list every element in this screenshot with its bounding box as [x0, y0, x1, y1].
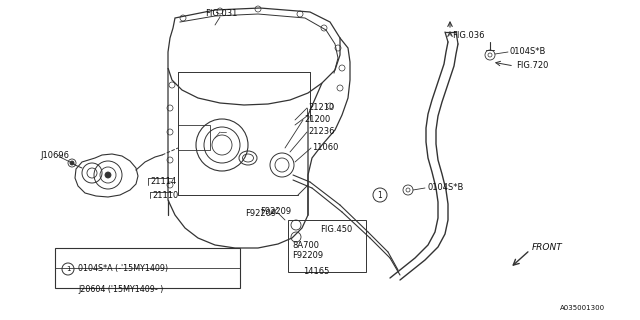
Circle shape — [70, 161, 74, 165]
Text: FIG.036: FIG.036 — [452, 30, 484, 39]
Text: 21114: 21114 — [150, 178, 176, 187]
Text: 21210: 21210 — [308, 103, 334, 113]
Text: F92209: F92209 — [292, 252, 323, 260]
Text: 0104S*A (-'15MY1409): 0104S*A (-'15MY1409) — [78, 265, 168, 274]
Text: 21200: 21200 — [304, 116, 330, 124]
Bar — [288, 220, 366, 272]
Text: A035001300: A035001300 — [560, 305, 605, 311]
Text: 0104S*B: 0104S*B — [510, 46, 547, 55]
Text: FIG.450: FIG.450 — [320, 226, 352, 235]
Text: 14165: 14165 — [303, 268, 329, 276]
Text: FIG.031: FIG.031 — [205, 10, 237, 19]
Text: 21110: 21110 — [152, 191, 179, 201]
Text: F92209: F92209 — [260, 207, 291, 217]
Bar — [55, 248, 240, 288]
Text: FIG.720: FIG.720 — [516, 60, 548, 69]
Text: J20604 ('15MY1409- ): J20604 ('15MY1409- ) — [78, 284, 163, 293]
Bar — [178, 125, 210, 150]
Text: F92209: F92209 — [245, 209, 276, 218]
Text: FRONT: FRONT — [532, 244, 563, 252]
Text: J10696: J10696 — [40, 150, 69, 159]
Text: 11060: 11060 — [312, 143, 339, 153]
Text: 1: 1 — [66, 266, 70, 272]
Circle shape — [105, 172, 111, 178]
Text: 21236: 21236 — [308, 127, 335, 137]
Text: 0104S*B: 0104S*B — [427, 183, 463, 193]
Text: 1: 1 — [378, 190, 382, 199]
Text: 8A700: 8A700 — [292, 241, 319, 250]
